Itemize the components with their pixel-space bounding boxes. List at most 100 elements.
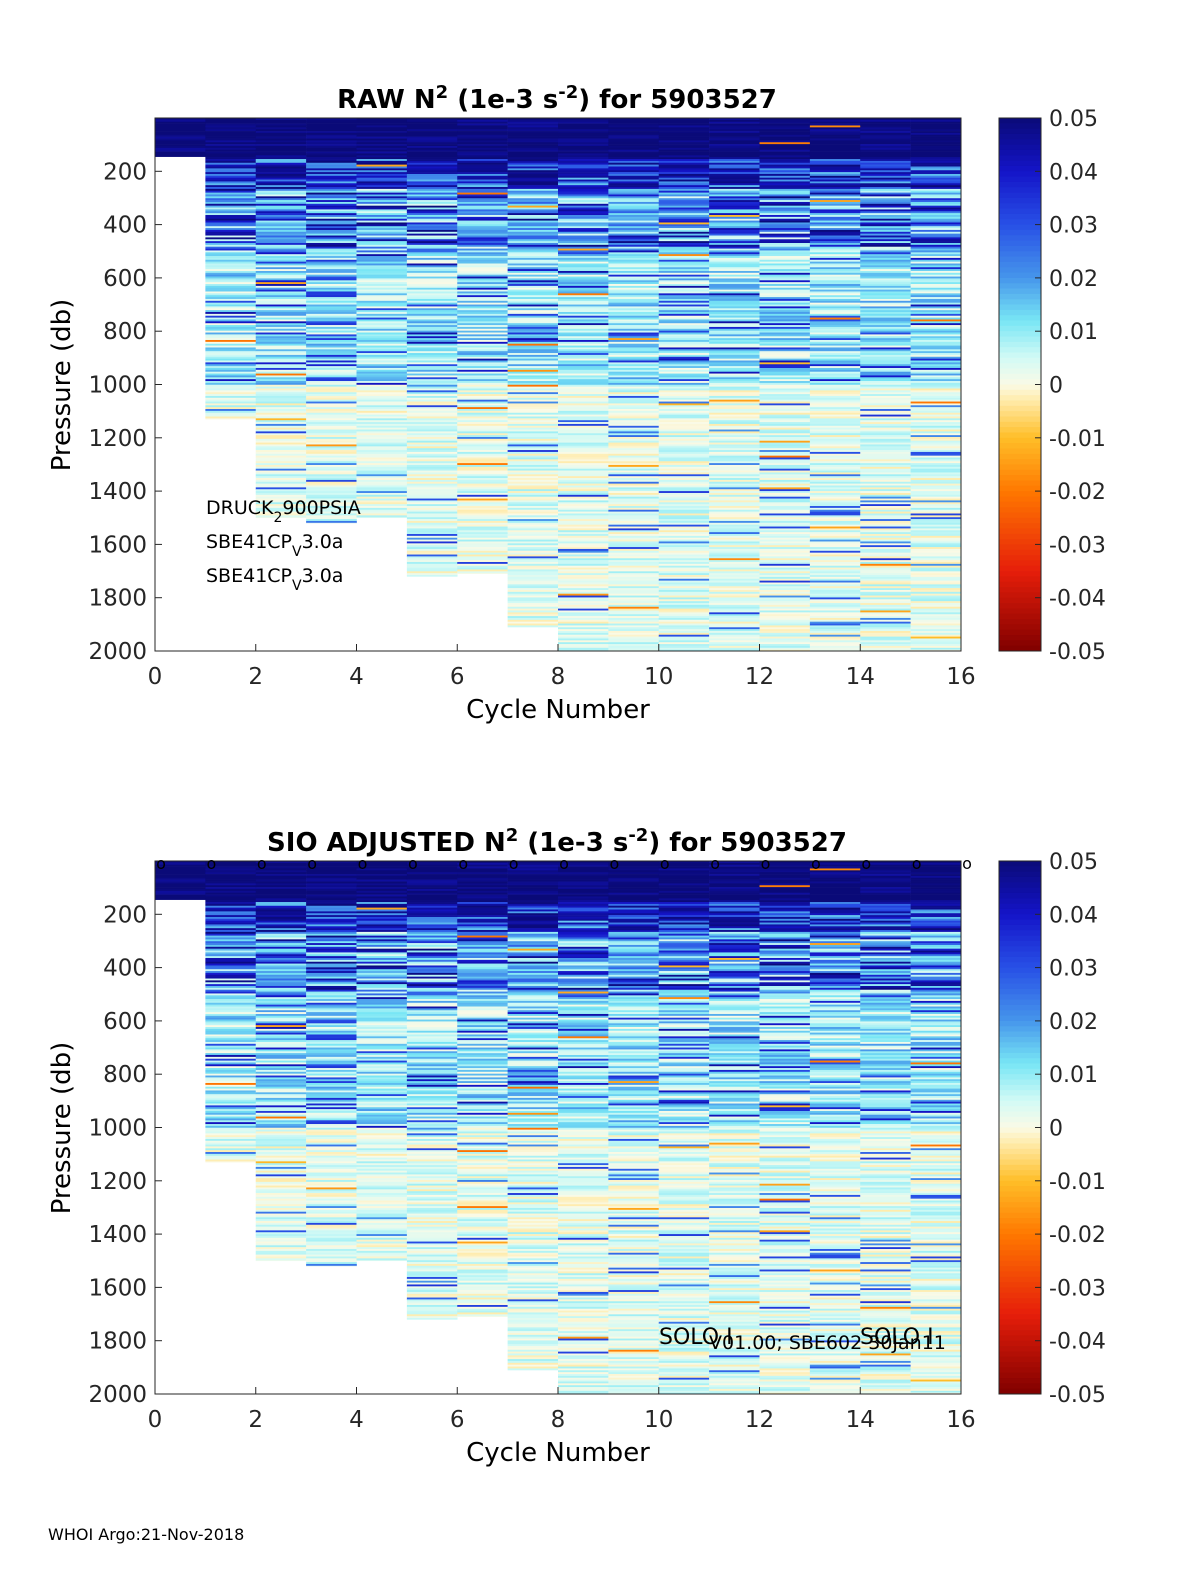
heatmap-cell <box>558 534 609 537</box>
heatmap-cell <box>709 371 760 374</box>
heatmap-cell <box>658 591 710 595</box>
heatmap-cell <box>558 250 609 253</box>
heatmap-cell <box>759 144 811 147</box>
heatmap-cell <box>155 119 206 123</box>
heatmap-cell <box>658 390 710 393</box>
heatmap-cell <box>306 1125 357 1129</box>
heatmap-cell <box>658 492 710 496</box>
heatmap-cell <box>406 470 458 473</box>
heatmap-cell <box>709 522 760 525</box>
heatmap-cell <box>255 418 307 421</box>
heatmap-cell <box>457 328 508 331</box>
heatmap-cell <box>910 614 962 617</box>
heatmap-cell <box>709 528 760 531</box>
heatmap-cell <box>809 326 861 330</box>
heatmap-cell <box>608 580 660 583</box>
heatmap-cell <box>356 334 408 337</box>
heatmap-cell <box>255 341 307 345</box>
heatmap-cell <box>255 1196 307 1199</box>
heatmap-cell <box>406 205 458 208</box>
heatmap-cell <box>406 972 458 976</box>
heatmap-cell <box>608 612 660 615</box>
heatmap-cell <box>306 513 357 516</box>
heatmap-cell <box>356 1127 408 1130</box>
heatmap-cell <box>759 563 811 567</box>
heatmap-cell <box>709 640 760 643</box>
heatmap-cell <box>658 476 710 479</box>
heatmap-cell <box>759 612 811 615</box>
heatmap-cell <box>255 284 307 287</box>
heatmap-cell <box>306 461 357 464</box>
heatmap-cell <box>759 509 811 512</box>
heatmap-cell <box>356 478 408 481</box>
heatmap-cell <box>608 502 660 505</box>
heatmap-cell <box>356 1077 408 1080</box>
heatmap-cell <box>608 478 660 481</box>
heatmap-cell <box>709 429 760 432</box>
heatmap-cell <box>255 138 307 141</box>
heatmap-cell <box>507 129 559 132</box>
heatmap-cell <box>910 444 962 447</box>
heatmap-cell <box>608 481 660 484</box>
heatmap-cell <box>406 448 458 451</box>
heatmap-cell <box>356 190 408 193</box>
heatmap-cell <box>356 916 408 920</box>
heatmap-cell <box>457 343 508 346</box>
heatmap-cell <box>809 386 861 389</box>
heatmap-cell <box>860 642 911 645</box>
heatmap-cell <box>306 339 357 343</box>
heatmap-cell <box>306 479 357 483</box>
heatmap-cell <box>205 1137 257 1140</box>
heatmap-cell <box>608 575 660 578</box>
heatmap-cell <box>709 399 760 402</box>
heatmap-cell <box>205 172 257 175</box>
heatmap-cell <box>809 550 861 553</box>
heatmap-cell <box>910 509 962 512</box>
heatmap-cell <box>860 248 911 251</box>
heatmap-cell <box>406 256 458 259</box>
heatmap-cell <box>457 263 508 266</box>
heatmap-cell <box>255 196 307 199</box>
heatmap-cell <box>255 354 307 358</box>
heatmap-cell <box>255 373 307 376</box>
heatmap-cell <box>255 1135 307 1138</box>
heatmap-cell <box>558 610 609 613</box>
heatmap-cell <box>910 392 962 395</box>
heatmap-cell <box>759 492 811 496</box>
heatmap-cell <box>205 326 257 330</box>
heatmap-cell <box>709 207 760 210</box>
heatmap-cell <box>558 196 609 199</box>
heatmap-cell <box>759 367 811 371</box>
heatmap-cell <box>406 353 458 356</box>
heatmap-cell <box>910 573 962 576</box>
heatmap-cell <box>809 532 861 535</box>
heatmap-cell <box>255 442 307 445</box>
heatmap-cell <box>356 248 408 251</box>
heatmap-cell <box>608 349 660 352</box>
heatmap-cell <box>406 366 458 369</box>
heatmap-cell <box>507 459 559 462</box>
heatmap-cell <box>406 892 458 895</box>
heatmap-cell <box>507 494 559 497</box>
heatmap-cell <box>910 483 962 486</box>
heatmap-cell <box>406 976 458 979</box>
heatmap-cell <box>709 228 760 231</box>
heatmap-cell <box>255 190 307 193</box>
heatmap-cell <box>406 173 458 177</box>
heatmap-cell <box>709 492 760 496</box>
heatmap-cell <box>356 1071 408 1074</box>
heatmap-cell <box>809 291 861 294</box>
heatmap-cell <box>507 479 559 483</box>
heatmap-cell <box>608 127 660 130</box>
heatmap-cell <box>406 401 458 404</box>
colorbar-segment <box>999 581 1041 588</box>
heatmap-cell <box>658 347 710 350</box>
heatmap-cell <box>306 948 357 951</box>
heatmap-cell <box>306 259 357 262</box>
heatmap-cell <box>809 388 861 391</box>
heatmap-cell <box>759 552 811 555</box>
heatmap-cell <box>306 866 357 869</box>
heatmap-cell <box>356 1060 408 1063</box>
heatmap-cell <box>255 1189 307 1192</box>
heatmap-cell <box>709 188 760 192</box>
